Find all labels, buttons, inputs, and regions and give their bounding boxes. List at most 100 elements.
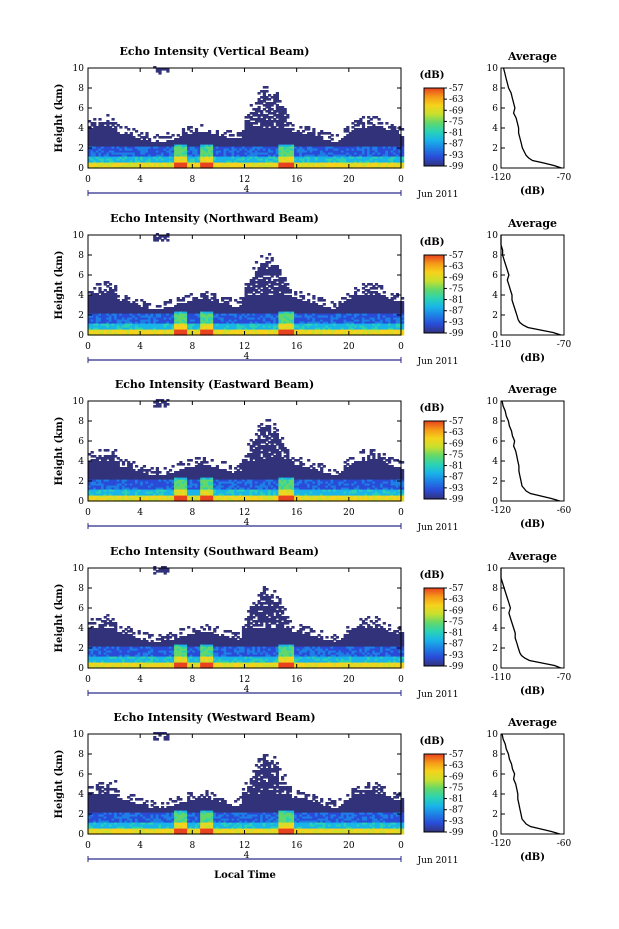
echo-cell: [197, 321, 201, 324]
echo-cell: [372, 315, 376, 318]
echo-cell: [390, 333, 394, 336]
echo-cell: [111, 122, 115, 125]
echo-cell: [382, 162, 386, 165]
echo-cell: [208, 144, 212, 147]
echo-cell: [132, 331, 136, 334]
echo-cell: [304, 138, 308, 141]
echo-cell: [351, 140, 355, 143]
echo-cell: [187, 327, 191, 330]
echo-cell: [103, 299, 107, 302]
echo-cell: [114, 331, 118, 334]
echo-cell: [257, 271, 261, 274]
echo-cell: [171, 150, 175, 153]
echo-cell: [247, 152, 251, 155]
echo-cell: [270, 116, 274, 119]
echo-cell: [244, 140, 248, 143]
echo-cell: [398, 303, 402, 306]
echo-cell: [401, 156, 405, 159]
echo-cell: [244, 315, 248, 318]
echo-cell: [106, 114, 110, 117]
echo-cell: [374, 142, 379, 145]
echo-cell: [364, 297, 368, 300]
echo-cell: [153, 321, 157, 324]
echo-cell: [129, 311, 133, 314]
echo-cell: [369, 311, 373, 314]
echo-cell: [132, 327, 136, 330]
echo-cell: [137, 146, 141, 149]
echo-cell: [385, 138, 389, 141]
echo-cell: [262, 329, 266, 332]
echo-cell: [273, 126, 277, 129]
echo-cell: [265, 128, 269, 131]
echo-cell: [291, 136, 295, 139]
echo-cell: [307, 301, 311, 304]
echo-cell: [176, 158, 180, 161]
echo-cell: [101, 132, 105, 135]
echo-cell: [385, 164, 389, 167]
echo-cell: [359, 315, 363, 318]
echo-cell: [127, 305, 131, 308]
echo-cell: [330, 160, 334, 163]
echo-cell: [234, 325, 238, 328]
echo-cell: [341, 325, 345, 328]
echo-cell: [377, 162, 381, 165]
echo-cell: [359, 311, 363, 314]
echo-cell: [299, 295, 303, 298]
echo-cell: [270, 128, 274, 131]
echo-cell: [90, 301, 94, 304]
echo-cell: [150, 329, 154, 332]
echo-cell: [377, 122, 381, 125]
echo-cell: [221, 333, 225, 336]
echo-cell: [150, 144, 154, 147]
echo-cell: [314, 305, 319, 308]
echo-cell: [364, 164, 368, 167]
echo-cell: [153, 329, 157, 332]
echo-cell: [328, 307, 332, 310]
echo-cell: [158, 164, 162, 167]
echo-cell: [301, 130, 306, 133]
echo-cell: [137, 152, 141, 155]
echo-cell: [314, 327, 319, 330]
echo-cell: [155, 331, 159, 334]
echo-cell: [257, 287, 261, 290]
echo-cell: [301, 303, 306, 306]
echo-cell: [330, 325, 334, 328]
echo-cell: [314, 166, 319, 169]
echo-cell: [129, 305, 133, 308]
echo-cell: [135, 329, 139, 332]
x-tick-label: 0: [398, 175, 404, 185]
echo-cell: [129, 150, 133, 153]
echo-cell: [194, 329, 199, 332]
echo-cell: [106, 315, 110, 318]
echo-cell: [367, 331, 371, 334]
echo-cell: [374, 140, 379, 143]
echo-cell: [254, 132, 259, 135]
echo-cell: [187, 333, 191, 336]
echo-cell: [281, 287, 285, 290]
echo-cell: [148, 144, 152, 147]
echo-cell: [140, 329, 144, 332]
echo-cell: [382, 144, 386, 147]
echo-cell: [270, 148, 274, 151]
echo-cell: [200, 132, 204, 135]
echo-cell: [213, 158, 217, 161]
echo-cell: [142, 162, 146, 165]
echo-cell: [390, 162, 394, 165]
echo-cell: [361, 116, 366, 119]
echo-cell: [90, 327, 94, 330]
echo-cell: [150, 315, 154, 318]
echo-cell: [361, 315, 366, 318]
echo-cell: [88, 152, 92, 155]
echo-cell: [254, 321, 259, 324]
echo-cell: [364, 136, 368, 139]
echo-cell: [328, 156, 332, 159]
echo-cell: [382, 150, 386, 153]
echo-cell: [343, 323, 347, 326]
echo-cell: [377, 329, 381, 332]
echo-cell: [98, 297, 102, 300]
echo-cell: [155, 239, 159, 242]
echo-cell: [328, 329, 332, 332]
echo-cell: [338, 315, 342, 318]
echo-cell: [257, 138, 261, 141]
echo-cell: [176, 323, 180, 326]
